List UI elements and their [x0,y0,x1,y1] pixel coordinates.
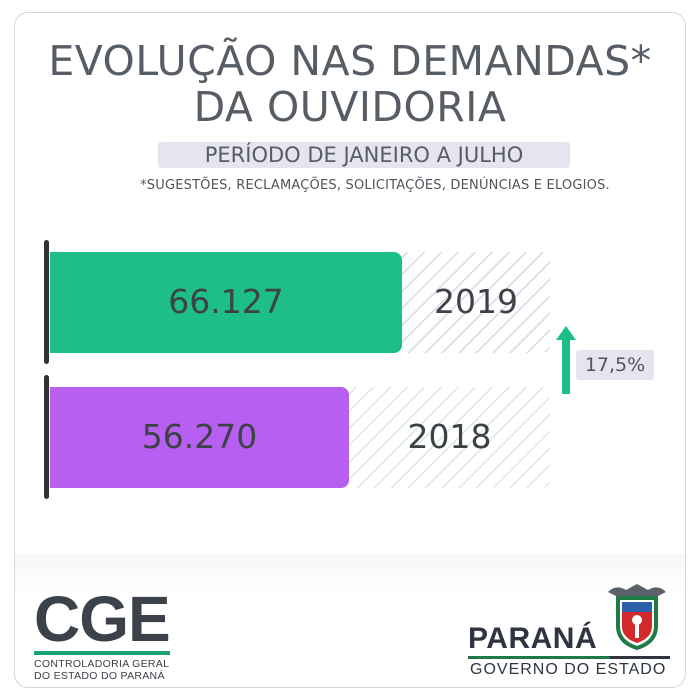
cge-subtitle-line-1: CONTROLADORIA GERAL [34,658,170,670]
cge-logo-text: CGE [34,583,171,655]
parana-logo-subtitle: GOVERNO DO ESTADO [470,661,667,678]
bar-category-label: 2018 [407,417,492,456]
title-line-2: DA OUVIDORIA [193,83,507,131]
parana-crest-icon [608,584,666,650]
growth-percentage: 17,5% [576,350,654,380]
period-label: PERÍODO DE JANEIRO A JULHO [158,142,570,168]
footer-fade [15,554,685,594]
cge-logo-subtitle: CONTROLADORIA GERAL DO ESTADO DO PARANÁ [34,658,170,682]
bar-value-label: 56.270 [141,417,258,456]
cge-logo: CGE CONTROLADORIA GERAL DO ESTADO DO PAR… [34,583,171,682]
growth-arrow-icon [556,326,576,394]
page-title: EVOLUÇÃO NAS DEMANDAS* DA OUVIDORIA [0,38,700,130]
bar-2018 [50,387,349,488]
title-line-1: EVOLUÇÃO NAS DEMANDAS* [48,37,652,85]
axis-line-2019 [44,240,49,364]
parana-logo: PARANÁ GOVERNO DO ESTADO [466,582,672,682]
cge-logo-rule [34,651,170,655]
footnote: *SUGESTÕES, RECLAMAÇÕES, SOLICITAÇÕES, D… [140,178,610,193]
bar-category-label: 2019 [434,282,518,321]
bar-2019 [50,252,402,353]
parana-logo-name: PARANÁ [468,622,598,655]
cge-subtitle-line-2: DO ESTADO DO PARANÁ [34,670,165,682]
parana-logo-rule [468,656,670,659]
axis-line-2018 [44,375,49,499]
bar-value-label: 66.127 [168,282,284,321]
